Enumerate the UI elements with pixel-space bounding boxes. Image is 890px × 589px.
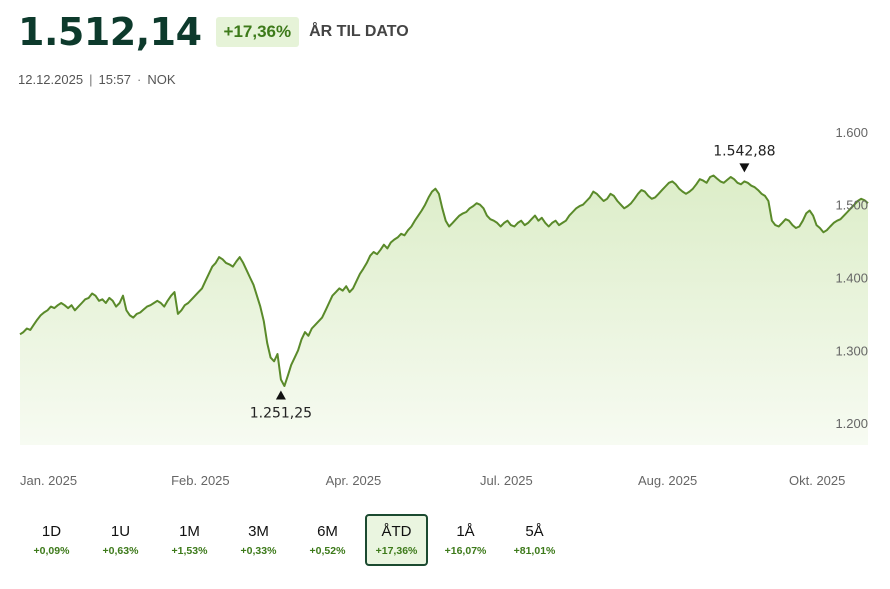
period-label: ÅR TIL DATO (309, 23, 409, 40)
price-chart[interactable]: 1.600 1.500 1.400 1.300 1.200 Jan. 2025 Feb. 2… (0, 100, 890, 500)
range-label: ÅTD (381, 523, 412, 540)
y-tick-label: 1.200 (835, 416, 868, 431)
change-badge: +17,36% (215, 17, 300, 47)
range-button-6[interactable]: 1Å +16,07% (434, 514, 497, 566)
quote-currency: NOK (147, 72, 176, 87)
meta-dot: · (137, 72, 142, 87)
y-tick-label: 1.400 (835, 271, 868, 286)
range-label: 5Å (525, 523, 544, 540)
x-tick-label: Aug. 2025 (638, 473, 697, 488)
quote-header: 1.512,14 +17,36% ÅR TIL DATO (18, 10, 409, 54)
range-change: +17,36% (375, 545, 418, 557)
range-change: +81,01% (513, 545, 556, 557)
max-marker-icon (739, 163, 750, 173)
meta-separator: | (89, 72, 93, 87)
y-tick-label: 1.500 (835, 198, 868, 213)
y-tick-label: 1.300 (835, 343, 868, 358)
range-button-4[interactable]: 6M +0,52% (296, 514, 359, 566)
range-change: +0,33% (240, 545, 277, 557)
min-value-label: 1.251,25 (250, 406, 312, 422)
x-tick-label: Okt. 2025 (789, 473, 845, 488)
min-marker-icon (275, 390, 286, 400)
range-label: 1M (179, 523, 200, 540)
range-label: 1Å (456, 523, 475, 540)
range-label: 1U (110, 523, 131, 540)
range-button-7[interactable]: 5Å +81,01% (503, 514, 566, 566)
range-button-5[interactable]: ÅTD +17,36% (365, 514, 428, 566)
range-button-1[interactable]: 1U +0,63% (89, 514, 152, 566)
max-value-label: 1.542,88 (713, 143, 775, 159)
range-change: +0,52% (309, 545, 346, 557)
series-line (19, 174, 869, 387)
x-tick-label: Jan. 2025 (20, 473, 77, 488)
range-selector: 1D +0,09% 1U +0,63% 1M +1,53% 3M +0,33% 6M +0,52%… (20, 514, 572, 566)
range-label: 6M (317, 523, 338, 540)
range-change: +0,63% (102, 545, 139, 557)
range-label: 1D (41, 523, 62, 540)
area-fill (20, 175, 868, 445)
range-button-0[interactable]: 1D +0,09% (20, 514, 83, 566)
current-price: 1.512,14 (18, 10, 202, 54)
range-label: 3M (248, 523, 269, 540)
range-change: +16,07% (444, 545, 487, 557)
x-tick-label: Jul. 2025 (480, 473, 533, 488)
x-tick-label: Feb. 2025 (171, 473, 230, 488)
quote-date: 12.12.2025 (18, 72, 84, 87)
range-button-3[interactable]: 3M +0,33% (227, 514, 290, 566)
range-button-2[interactable]: 1M +1,53% (158, 514, 221, 566)
y-tick-label: 1.600 (835, 125, 868, 140)
x-tick-label: Apr. 2025 (326, 473, 382, 488)
quote-time: 15:57 (98, 72, 132, 87)
range-change: +0,09% (33, 545, 70, 557)
quote-meta: 12.12.2025 | 15:57 · NOK (18, 72, 176, 87)
range-change: +1,53% (171, 545, 208, 557)
